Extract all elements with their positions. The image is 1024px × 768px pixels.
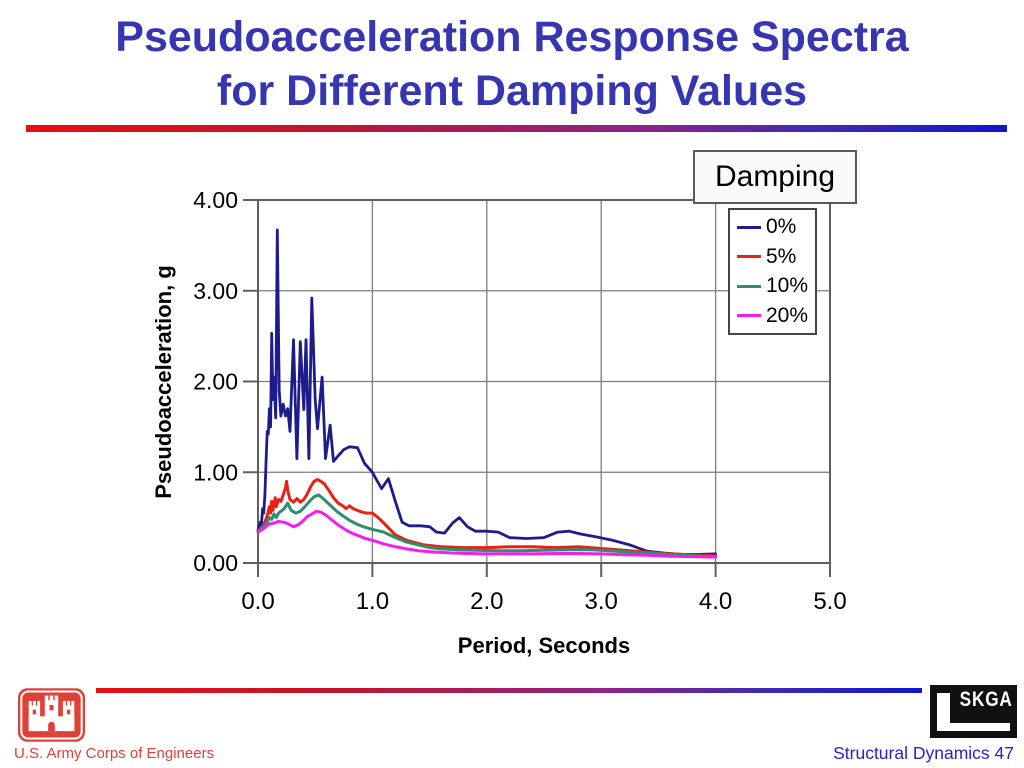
- legend-title: Damping: [714, 160, 836, 193]
- legend-title-box: Damping: [693, 150, 857, 204]
- y-tick-label: 3.00: [193, 278, 238, 304]
- legend-swatch: [737, 225, 761, 229]
- y-tick-label: 0.00: [193, 550, 238, 576]
- title-divider: [26, 125, 1007, 132]
- legend-label: 5%: [766, 244, 797, 268]
- legend-label: 20%: [766, 303, 809, 327]
- x-tick-label: 0.0: [241, 588, 274, 615]
- legend-swatch: [737, 314, 761, 318]
- x-tick-label: 3.0: [585, 588, 618, 615]
- series-line-0%: [256, 228, 717, 556]
- skga-l-mark: [937, 693, 950, 731]
- x-tick-label: 1.0: [356, 588, 389, 615]
- y-axis-title: Pseudoacceleration, g: [151, 265, 176, 499]
- legend-swatch: [737, 255, 761, 259]
- x-tick-label: 2.0: [470, 588, 503, 615]
- x-tick-label: 4.0: [699, 588, 732, 615]
- legend-label: 10%: [766, 274, 809, 298]
- slide-title-line2: for Different Damping Values: [216, 67, 808, 115]
- legend-item: 5%: [737, 243, 815, 271]
- legend-swatch: [737, 284, 761, 288]
- legend: 0% 5% 10% 20%: [728, 208, 817, 335]
- legend-label: 0%: [766, 215, 797, 239]
- series-line-20%: [256, 509, 718, 559]
- y-tick-label: 4.00: [193, 187, 238, 213]
- skga-logo-text: SKGA: [959, 688, 1013, 711]
- x-tick-label: 5.0: [813, 588, 846, 615]
- legend-item: 0%: [737, 213, 815, 241]
- y-tick-label: 2.00: [193, 369, 238, 395]
- skga-l-mark-base: [937, 723, 1010, 731]
- series-line-10%: [256, 493, 718, 559]
- legend-item: 20%: [737, 302, 815, 330]
- usace-caption: U.S. Army Corps of Engineers: [14, 745, 215, 762]
- slide-credit: Structural Dynamics 47: [833, 743, 1014, 763]
- x-axis-title: Period, Seconds: [457, 633, 631, 658]
- legend-item: 10%: [737, 272, 815, 300]
- y-tick-label: 1.00: [193, 459, 238, 485]
- skga-logo: SKGA: [930, 685, 1017, 738]
- slide-title-line1: Pseudoacceleration Response Spectra: [115, 13, 909, 61]
- footer-divider: [96, 688, 922, 693]
- usace-castle-icon: [18, 688, 85, 742]
- series-line-5%: [256, 478, 718, 558]
